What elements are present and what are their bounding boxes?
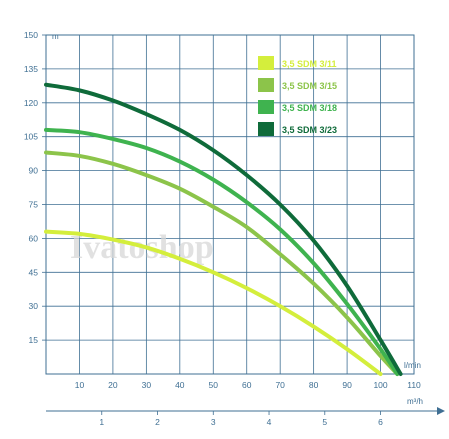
x-tick-label-m3h: 5	[322, 417, 327, 427]
x-tick-label-lmin: 60	[242, 380, 252, 390]
x-tick-label-lmin: 90	[342, 380, 352, 390]
y-tick-label: 60	[29, 233, 39, 243]
legend-swatch-2	[258, 78, 274, 92]
y-tick-label: 120	[24, 98, 38, 108]
y-tick-label: 135	[24, 64, 38, 74]
x-tick-label-lmin: 100	[373, 380, 387, 390]
x-tick-label-lmin: 70	[275, 380, 285, 390]
x-tick-label-m3h: 1	[99, 417, 104, 427]
legend-swatch-3	[258, 100, 274, 114]
y-tick-label: 105	[24, 132, 38, 142]
x-axis-unit-lmin: l/min	[404, 361, 421, 370]
y-tick-label: 45	[29, 267, 39, 277]
y-tick-label: 75	[29, 200, 39, 210]
legend-label-4: 3,5 SDM 3/23	[282, 125, 337, 135]
pump-curve-2	[44, 150, 400, 376]
pump-curves	[44, 82, 403, 376]
y-tick-label: 150	[24, 30, 38, 40]
x-tick-label-m3h: 3	[211, 417, 216, 427]
y-tick-label: 30	[29, 301, 39, 311]
x-tick-label-m3h: 2	[155, 417, 160, 427]
x-tick-label-lmin: 80	[309, 380, 319, 390]
x-tick-label-m3h: 4	[267, 417, 272, 427]
legend-label-2: 3,5 SDM 3/15	[282, 81, 337, 91]
y-tick-label: 90	[29, 166, 39, 176]
x-tick-label-lmin: 20	[108, 380, 118, 390]
legend-label-1: 3,5 SDM 3/11	[282, 59, 337, 69]
x-tick-label-m3h: 6	[378, 417, 383, 427]
x-tick-label-lmin: 110	[407, 380, 421, 390]
x-tick-label-lmin: 50	[209, 380, 219, 390]
y-tick-label: 15	[29, 335, 39, 345]
y-axis-unit: m	[52, 32, 59, 41]
chart-grid	[45, 34, 415, 375]
legend-swatch-1	[258, 56, 274, 70]
x-axis-unit-m3h: m³/h	[407, 397, 423, 406]
chart-legend: 3,5 SDM 3/11 3,5 SDM 3/15 3,5 SDM 3/18 3,5 …	[258, 56, 337, 136]
x-tick-label-lmin: 40	[175, 380, 185, 390]
x-tick-label-lmin: 10	[75, 380, 85, 390]
pump-curve-1	[44, 229, 383, 376]
x-tick-label-lmin: 30	[142, 380, 152, 390]
legend-swatch-4	[258, 122, 274, 136]
pump-curve-4	[44, 82, 403, 376]
pump-curve-3	[44, 127, 400, 376]
legend-label-3: 3,5 SDM 3/18	[282, 103, 337, 113]
